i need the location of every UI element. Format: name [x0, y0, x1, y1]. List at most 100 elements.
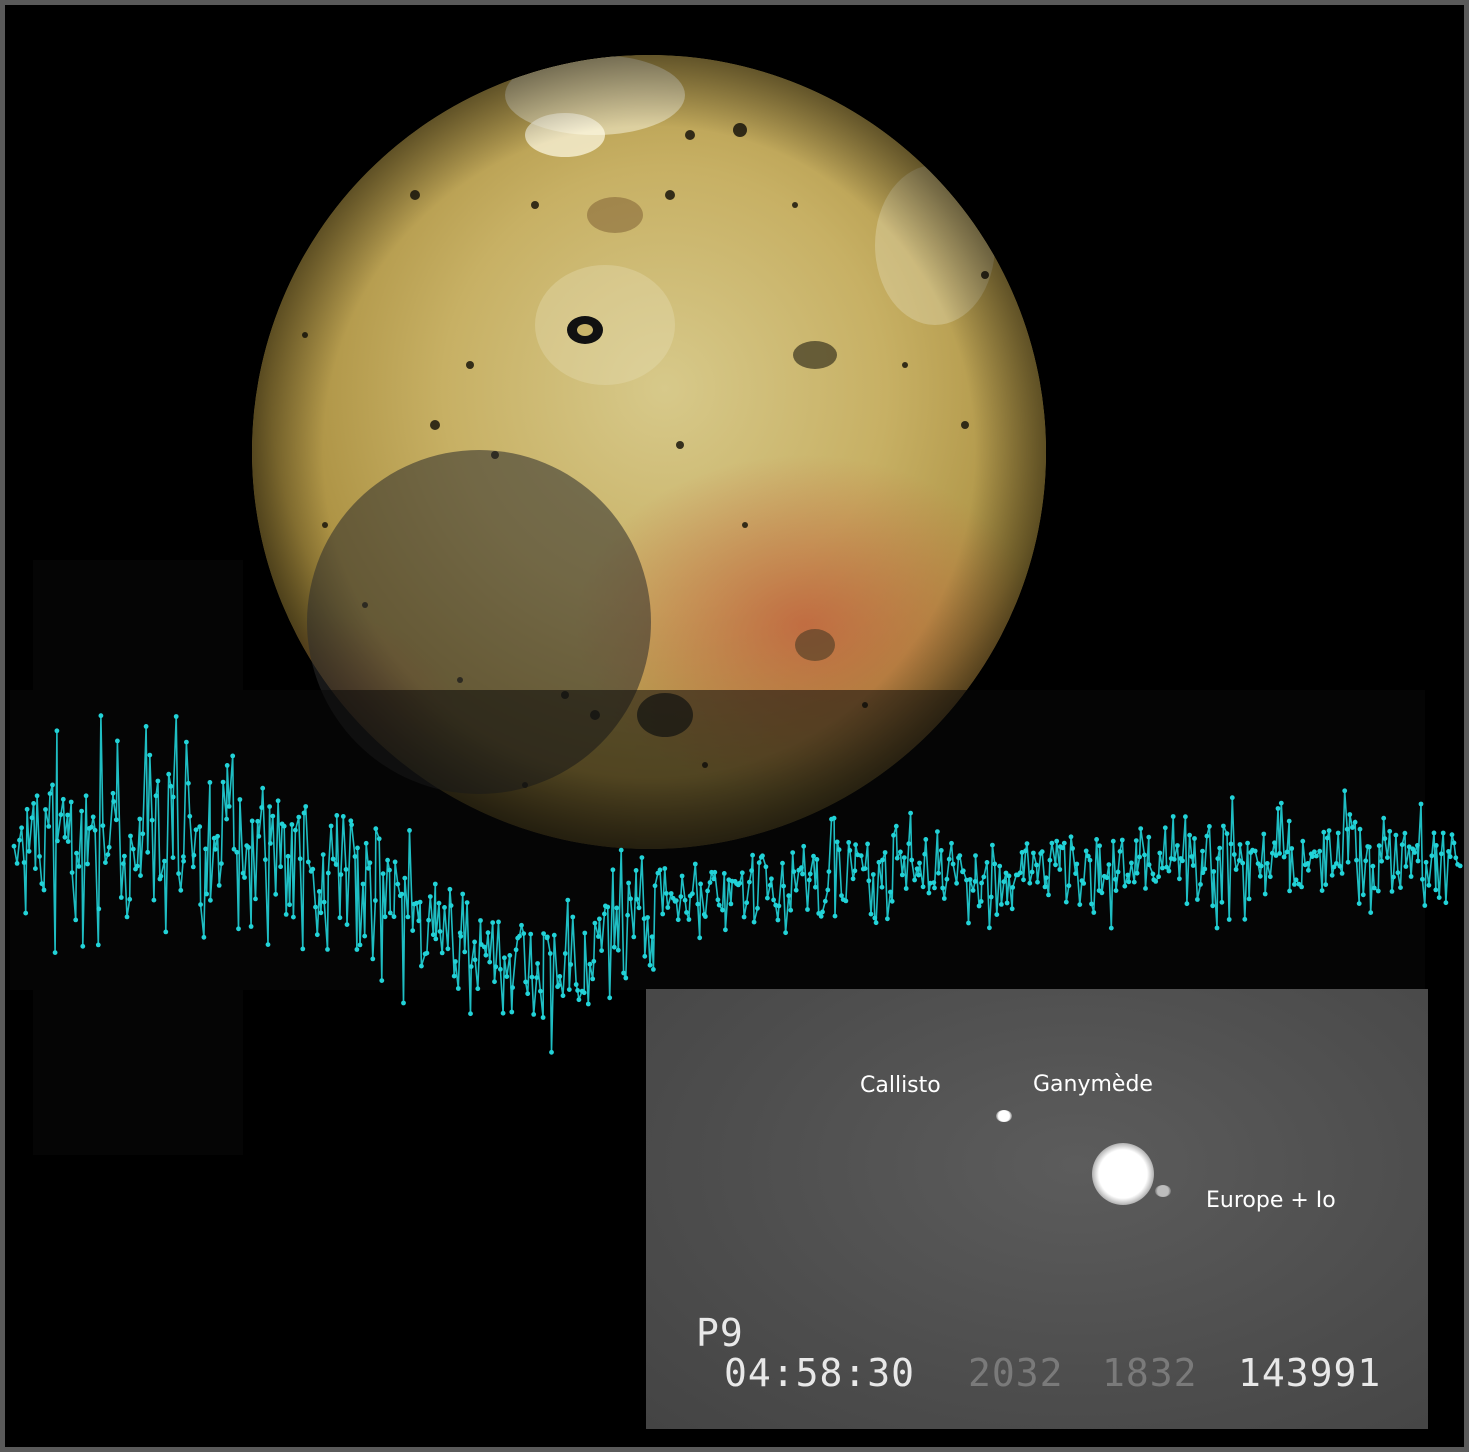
- light-curve-point: [1217, 845, 1223, 851]
- light-curve-point: [549, 1049, 554, 1055]
- light-curve-point: [517, 933, 522, 939]
- light-curve-point: [737, 880, 743, 886]
- light-curve-point: [805, 907, 810, 912]
- light-curve-point: [623, 975, 629, 981]
- light-curve-point: [1138, 826, 1144, 831]
- light-curve-point: [573, 982, 579, 987]
- light-curve-point: [882, 850, 888, 855]
- light-curve-point: [1150, 871, 1156, 877]
- light-curve-point: [747, 879, 752, 885]
- light-curve-point: [1004, 900, 1010, 906]
- light-curve-point: [1433, 843, 1439, 848]
- light-curve-point: [226, 804, 232, 809]
- light-curve-point: [1446, 849, 1451, 854]
- light-curve-point: [80, 943, 86, 949]
- light-curve-point: [850, 876, 856, 882]
- light-curve-point: [990, 842, 995, 848]
- light-curve-point: [1352, 819, 1358, 825]
- light-curve-point: [790, 850, 796, 855]
- light-curve-point: [576, 997, 582, 1003]
- light-curve-point: [976, 903, 982, 909]
- light-curve-point: [1354, 857, 1359, 863]
- light-curve-point: [337, 915, 343, 921]
- light-curve-point: [338, 872, 344, 877]
- light-curve-point: [972, 879, 978, 884]
- light-curve-point: [642, 953, 648, 959]
- light-curve-point: [665, 905, 671, 910]
- light-curve-point: [901, 855, 907, 860]
- light-curve-point: [852, 868, 858, 874]
- light-curve-point: [373, 898, 378, 903]
- light-curve-point: [744, 900, 750, 906]
- light-curve-point: [1180, 858, 1185, 864]
- light-curve-point: [344, 922, 350, 927]
- light-curve-point: [1371, 885, 1377, 891]
- light-curve-point: [565, 897, 571, 903]
- light-curve-point: [216, 883, 222, 888]
- light-curve-point: [468, 964, 474, 969]
- light-curve-point: [176, 871, 182, 876]
- light-curve-point: [328, 823, 334, 829]
- light-curve-point: [1035, 879, 1040, 885]
- light-curve-point: [52, 950, 58, 955]
- light-curve-point: [575, 988, 580, 993]
- light-curve-point: [1389, 889, 1395, 894]
- light-curve-point: [1063, 899, 1069, 905]
- light-curve-point: [636, 905, 642, 911]
- light-curve-point: [698, 881, 703, 887]
- light-curve-point: [478, 918, 483, 923]
- light-curve-point: [1363, 858, 1369, 864]
- light-curve-point: [1423, 859, 1429, 865]
- light-curve-point: [1233, 867, 1239, 872]
- light-curve-point: [26, 848, 32, 854]
- light-curve-point: [587, 961, 593, 967]
- light-curve-point: [360, 881, 366, 887]
- light-curve-point: [197, 824, 203, 830]
- light-curve-point: [783, 930, 788, 936]
- light-curve-point: [1375, 888, 1381, 894]
- light-curve-point: [831, 815, 837, 821]
- light-curve-point: [1342, 788, 1348, 794]
- light-curve-point: [417, 899, 423, 905]
- light-curve-point: [313, 904, 318, 910]
- light-curve-point: [325, 870, 331, 876]
- light-curve-point: [711, 876, 717, 882]
- light-curve-point: [1317, 848, 1323, 854]
- light-curve-point: [387, 867, 392, 873]
- light-curve-points: [11, 713, 1463, 1055]
- light-curve-point: [1387, 828, 1393, 834]
- light-curve-point: [47, 791, 53, 796]
- light-curve-point: [231, 846, 237, 852]
- light-curve-point: [1157, 850, 1163, 856]
- light-curve-point: [138, 873, 143, 878]
- light-curve-point: [190, 864, 196, 870]
- light-curve-point: [1412, 850, 1417, 855]
- light-curve-point: [230, 753, 236, 759]
- light-curve-point: [166, 771, 172, 777]
- light-curve-point: [300, 946, 306, 952]
- light-curve-point: [914, 866, 920, 872]
- light-curve-point: [528, 931, 534, 937]
- light-curve-point: [259, 805, 265, 810]
- light-curve-point: [33, 866, 38, 871]
- light-curve-point: [363, 840, 369, 846]
- light-curve-point: [220, 779, 226, 785]
- light-curve-point: [201, 934, 207, 940]
- light-curve-point: [1049, 840, 1055, 846]
- light-curve-point: [931, 880, 937, 885]
- light-curve-point: [1010, 885, 1016, 890]
- light-curve-point: [557, 974, 563, 979]
- light-curve-point: [1350, 825, 1355, 830]
- light-curve-point: [973, 853, 978, 858]
- light-curve-point: [198, 902, 204, 907]
- light-curve-point: [1262, 891, 1268, 897]
- light-curve-point: [1319, 888, 1325, 893]
- light-curve-point: [556, 982, 561, 988]
- light-curve-point: [355, 845, 360, 851]
- light-curve-point: [130, 846, 136, 852]
- light-curve-point: [781, 883, 786, 889]
- light-curve-point: [1210, 903, 1216, 909]
- light-curve-point: [1447, 854, 1453, 860]
- light-curve-point: [1347, 812, 1353, 817]
- light-curve-point: [260, 785, 266, 791]
